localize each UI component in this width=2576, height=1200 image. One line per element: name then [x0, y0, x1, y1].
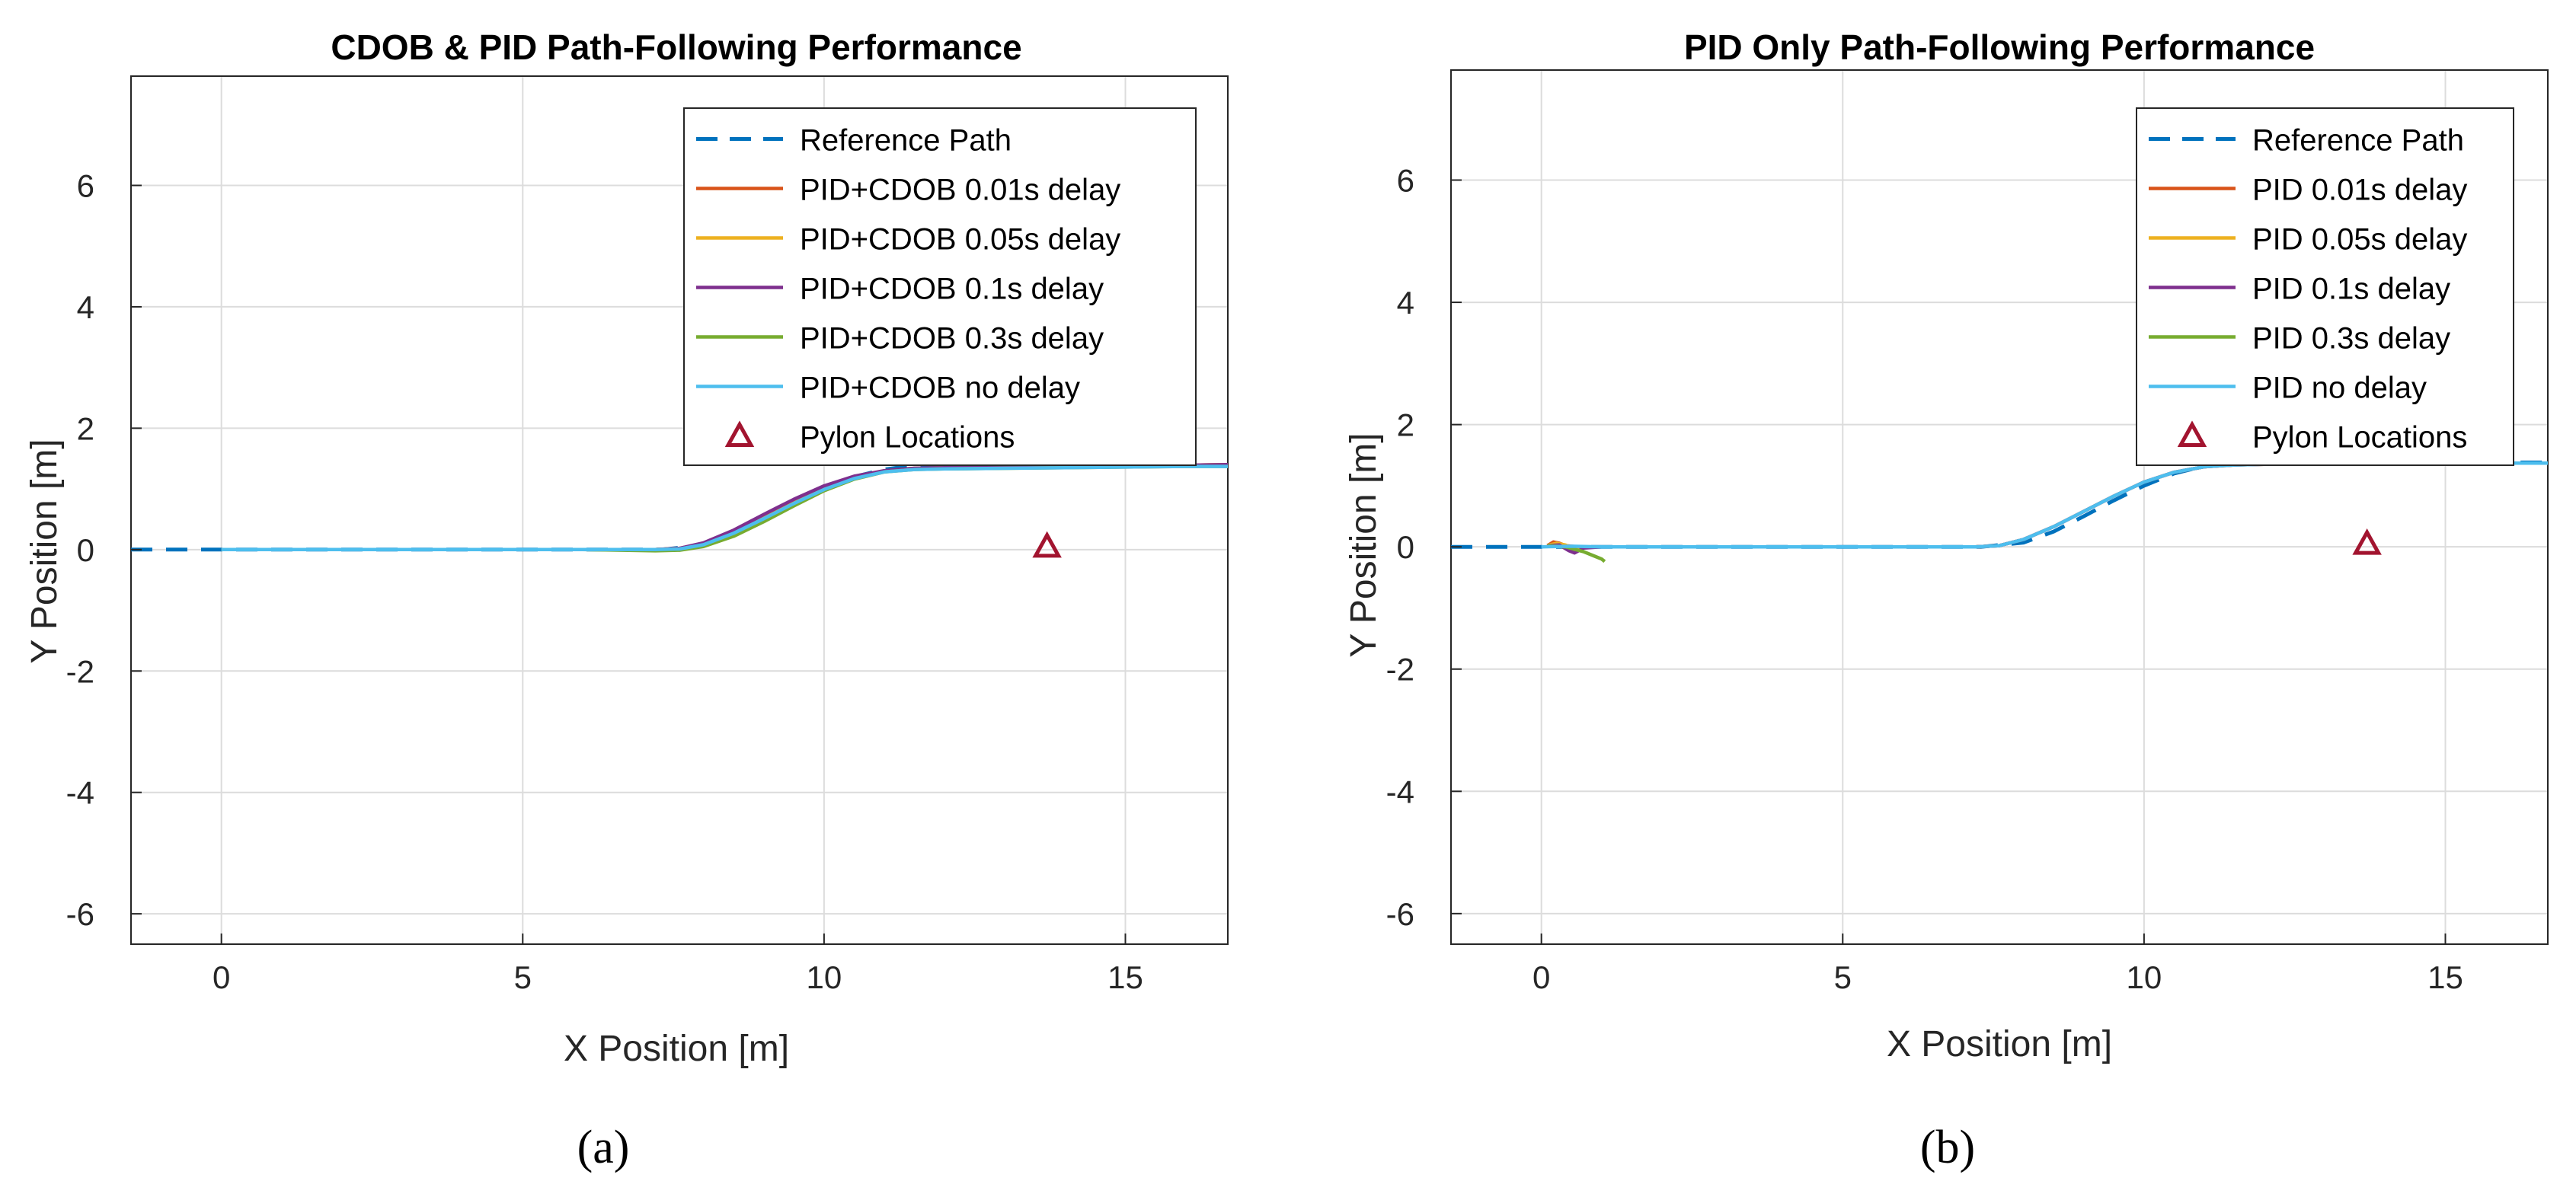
- x-tick-label: 15: [1107, 959, 1143, 995]
- y-axis-label: Y Position [m]: [1344, 432, 1384, 657]
- y-tick-label: 0: [77, 532, 94, 568]
- legend-marker-6: [2177, 420, 2207, 447]
- y-tick-label: 4: [77, 289, 94, 325]
- legend-label-1: PID+CDOB 0.01s delay: [800, 174, 1120, 207]
- x-tick-label: 0: [213, 959, 230, 995]
- y-tick-label: 0: [1397, 529, 1414, 565]
- y-axis-ticks: -6 -4 -2 0 2 4 6: [1386, 163, 1462, 932]
- legend-marker-6: [724, 420, 755, 447]
- x-tick-label: 5: [514, 959, 532, 995]
- legend-box: [2136, 107, 2514, 466]
- marker-layer: [1032, 531, 1062, 558]
- y-tick-label: -6: [1386, 896, 1414, 932]
- y-tick-label: 6: [1397, 163, 1414, 199]
- x-axis-ticks: 0 5 10 15: [1532, 934, 2463, 995]
- legend-label-3: PID 0.1s delay: [2252, 273, 2450, 306]
- x-tick-label: 15: [2427, 959, 2463, 995]
- legend-label-5: PID+CDOB no delay: [800, 372, 1080, 405]
- y-tick-label: -4: [1386, 774, 1414, 809]
- x-tick-label: 10: [2127, 959, 2162, 995]
- y-tick-label: 2: [77, 410, 94, 446]
- legend-label-4: PID+CDOB 0.3s delay: [800, 322, 1104, 356]
- panel-label: (a): [577, 1122, 630, 1173]
- y-tick-label: -4: [66, 775, 94, 811]
- legend-label-2: PID 0.05s delay: [2252, 223, 2467, 257]
- y-tick-label: -2: [1386, 652, 1414, 688]
- chart-title: PID Only Path-Following Performance: [1684, 27, 2315, 67]
- legend-label-0: Reference Path: [800, 124, 1012, 158]
- legend-label-6: Pylon Locations: [800, 421, 1015, 455]
- legend-label-0: Reference Path: [2252, 124, 2464, 158]
- chart-panel-a: CDOB & PID Path-Following Performance 0 5…: [24, 27, 1229, 1173]
- panel-label: (b): [1920, 1122, 1975, 1173]
- x-tick-label: 0: [1532, 959, 1550, 995]
- marker-layer: [2352, 528, 2382, 555]
- y-axis-ticks: -6 -4 -2 0 2 4 6: [66, 168, 142, 932]
- legend: Reference Path PID+CDOB 0.01s delay PID+CD…: [683, 107, 1197, 466]
- legend-label-5: PID no delay: [2252, 372, 2427, 405]
- legend: Reference Path PID 0.01s delay PID 0.05s d…: [2136, 107, 2514, 466]
- plot-area-frame: [130, 75, 1229, 945]
- legend-label-1: PID 0.01s delay: [2252, 174, 2467, 207]
- x-axis-label: X Position [m]: [564, 1029, 789, 1069]
- legend-label-2: PID+CDOB 0.05s delay: [800, 223, 1120, 257]
- plot-area-frame: [1450, 69, 2549, 945]
- x-axis-label: X Position [m]: [1887, 1024, 2112, 1064]
- legend-label-3: PID+CDOB 0.1s delay: [800, 273, 1104, 306]
- series-layer: [131, 462, 1229, 553]
- y-tick-label: 2: [1397, 407, 1414, 443]
- x-axis-ticks: 0 5 10 15: [213, 934, 1143, 995]
- pylon-marker: [2352, 528, 2382, 555]
- y-axis-label: Y Position [m]: [24, 439, 65, 663]
- chart-panel-b: PID Only Path-Following Performance 0 5 10…: [1344, 27, 2549, 1173]
- x-tick-label: 5: [1834, 959, 1852, 995]
- y-tick-label: -2: [66, 653, 94, 689]
- chart-title: CDOB & PID Path-Following Performance: [331, 27, 1021, 67]
- y-tick-label: 4: [1397, 285, 1414, 321]
- legend-label-6: Pylon Locations: [2252, 421, 2467, 455]
- y-tick-label: -6: [66, 896, 94, 932]
- pylon-marker: [1032, 531, 1062, 558]
- legend-label-4: PID 0.3s delay: [2252, 322, 2450, 356]
- y-tick-label: 6: [77, 168, 94, 203]
- series-line-5: [221, 464, 1228, 552]
- x-tick-label: 10: [807, 959, 842, 995]
